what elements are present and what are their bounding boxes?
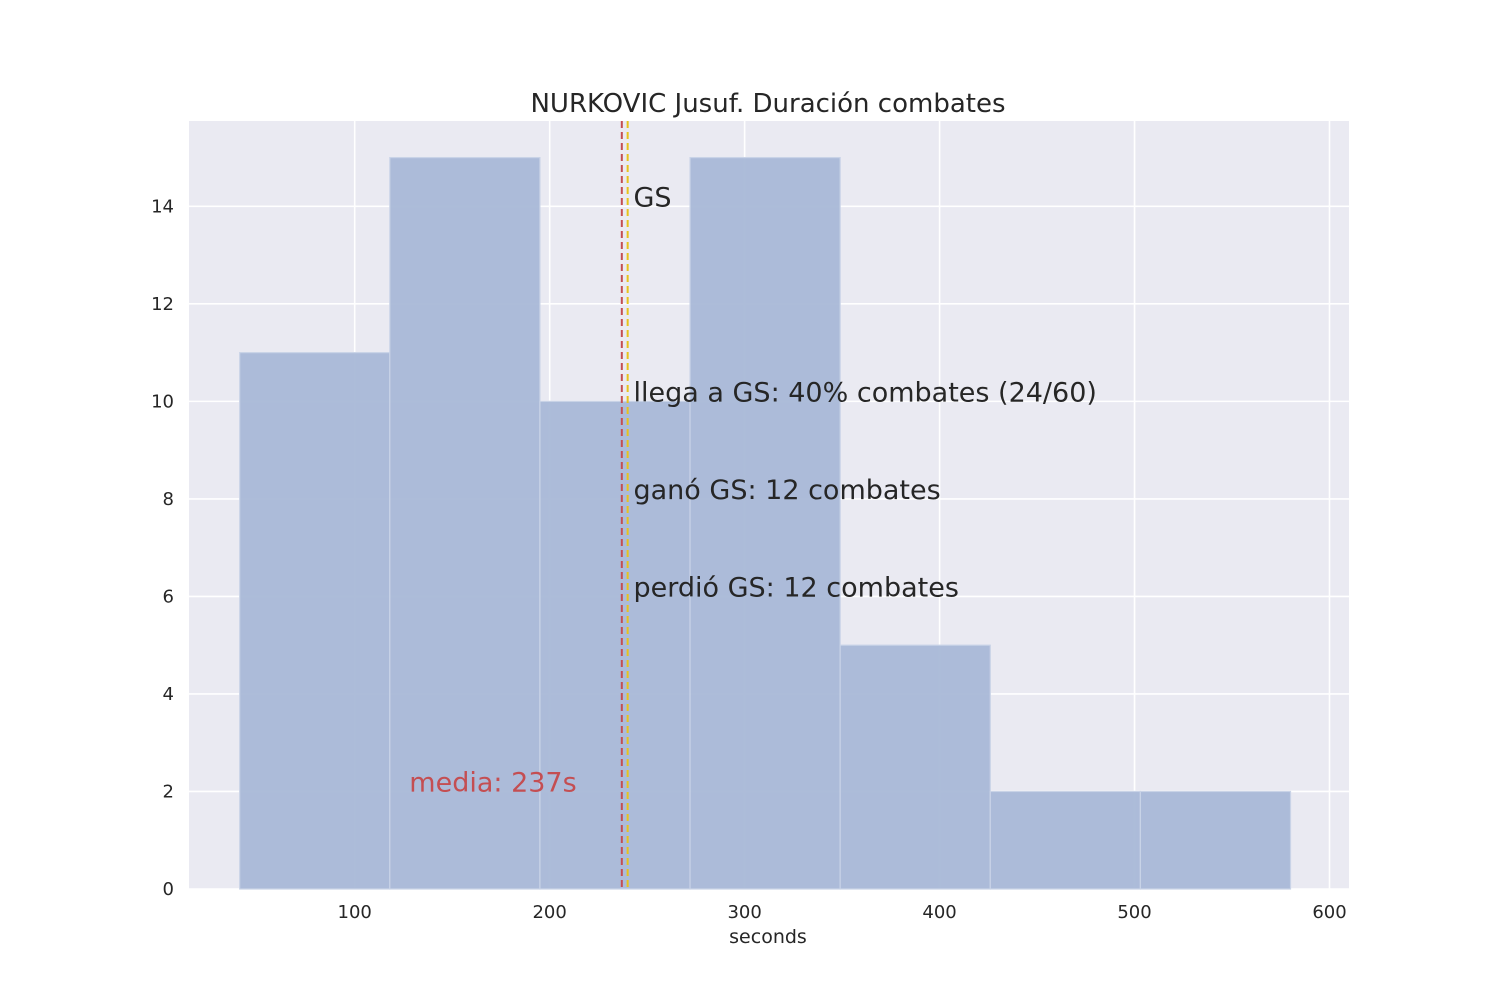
histogram-bar-2 (389, 156, 541, 890)
y-tick-label: 4 (163, 684, 174, 705)
y-tick-label: 10 (151, 391, 174, 412)
x-tick-label: 600 (1312, 902, 1346, 923)
x-axis-label: seconds (729, 926, 807, 948)
y-tick-label: 6 (163, 586, 174, 607)
histogram-bars (239, 156, 1292, 890)
y-tick-label: 0 (163, 879, 174, 900)
histogram-bar-5 (839, 644, 991, 890)
chart-title: NURKOVIC Jusuf. Duración combates (530, 89, 1005, 119)
x-tick-label: 300 (727, 902, 761, 923)
reference-lines (620, 121, 629, 889)
annotations: GS llega a GS: 40% combates (24/60) ganó G… (409, 182, 1097, 798)
gs-lost: perdió GS: 12 combates (634, 572, 959, 603)
y-tick-label: 12 (151, 294, 174, 315)
histogram-bar-4 (689, 156, 841, 890)
gs-label: GS (634, 182, 672, 213)
y-tick-label: 8 (163, 489, 174, 510)
histogram-bar-6 (989, 790, 1141, 890)
y-tick-label: 2 (163, 781, 174, 802)
histogram-bar-1 (239, 352, 391, 890)
gs-reach: llega a GS: 40% combates (24/60) (634, 377, 1097, 408)
histogram-bar-7 (1139, 790, 1292, 890)
x-tick-label: 500 (1117, 902, 1151, 923)
gs-won: ganó GS: 12 combates (634, 475, 941, 506)
y-axis-ticks: 0 2 4 6 8 10 12 14 (151, 196, 174, 900)
x-tick-label: 200 (532, 902, 566, 923)
histogram-bar-3 (539, 400, 691, 890)
x-tick-label: 100 (338, 902, 372, 923)
mean-label: media: 237s (409, 767, 576, 798)
x-tick-label: 400 (922, 902, 956, 923)
y-tick-label: 14 (151, 196, 174, 217)
x-axis-ticks: 100 200 300 400 500 600 (338, 902, 1347, 923)
